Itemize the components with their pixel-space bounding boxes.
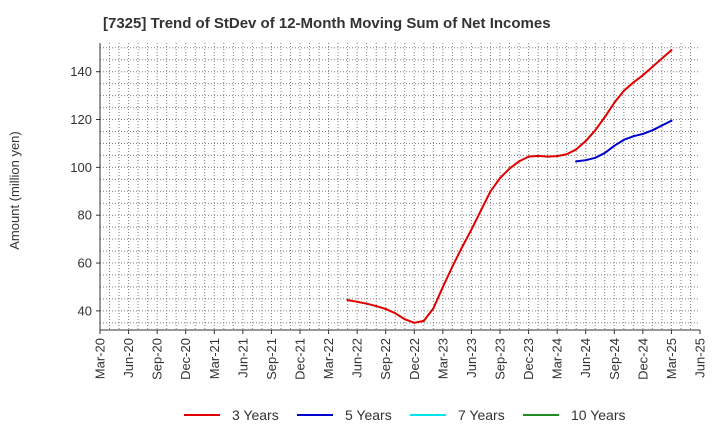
x-tick-label: Mar-20 xyxy=(93,338,108,379)
y-tick-label: 80 xyxy=(78,208,92,223)
x-tick-label: Jun-25 xyxy=(693,338,708,378)
data-point-5-years xyxy=(670,119,673,122)
data-point-5-years xyxy=(632,135,635,138)
data-point-3-years xyxy=(603,116,606,119)
data-point-5-years xyxy=(594,156,597,159)
data-point-3-years xyxy=(460,246,463,249)
data-point-3-years xyxy=(584,140,587,143)
x-tick-label: Jun-24 xyxy=(578,338,593,378)
axes: 40 60 80 100 120 140 Mar-20 Jun-20 Sep-20 Dec-20 M… xyxy=(70,43,708,380)
data-point-3-years xyxy=(594,129,597,132)
x-tick-label: Dec-24 xyxy=(635,338,650,380)
legend-label: 5 Years xyxy=(345,407,392,423)
data-point-5-years xyxy=(651,129,654,132)
data-point-5-years xyxy=(622,138,625,141)
x-tick-label: Sep-21 xyxy=(264,338,279,380)
x-tick-label: Sep-22 xyxy=(378,338,393,380)
legend-item-5-years: 5 Years xyxy=(297,405,392,425)
x-tick-label: Dec-21 xyxy=(293,338,308,380)
data-point-3-years xyxy=(441,285,444,288)
chart-title: [7325] Trend of StDev of 12-Month Moving… xyxy=(103,15,551,32)
data-point-3-years xyxy=(403,318,406,321)
x-tick-label: Mar-22 xyxy=(321,338,336,379)
data-point-3-years xyxy=(518,160,521,163)
data-point-3-years xyxy=(489,190,492,193)
data-point-3-years xyxy=(565,153,568,156)
data-point-5-years xyxy=(641,132,644,135)
data-point-3-years xyxy=(537,154,540,157)
legend-item-10-years: 10 Years xyxy=(523,405,626,425)
y-tick-label: 60 xyxy=(78,256,92,271)
x-tick-label: Jun-20 xyxy=(121,338,136,378)
legend-label: 10 Years xyxy=(571,407,626,423)
legend-label: 7 Years xyxy=(458,407,505,423)
x-tick-label: Mar-25 xyxy=(664,338,679,379)
x-tick-label: Jun-23 xyxy=(464,338,479,378)
legend-swatch-7-years xyxy=(410,414,446,416)
data-point-3-years xyxy=(660,57,663,60)
legend: 3 Years 5 Years 7 Years 10 Years xyxy=(0,405,720,425)
x-tick-label: Mar-23 xyxy=(435,338,450,379)
x-tick-label: Dec-20 xyxy=(178,338,193,380)
data-point-3-years xyxy=(670,49,673,52)
legend-swatch-5-years xyxy=(297,414,333,416)
x-tick-label: Jun-21 xyxy=(235,338,250,378)
data-point-3-years xyxy=(556,155,559,158)
legend-label: 3 Years xyxy=(232,407,279,423)
x-tick-label: Mar-21 xyxy=(207,338,222,379)
x-tick-label: Dec-22 xyxy=(407,338,422,380)
data-point-3-years xyxy=(394,312,397,315)
data-point-3-years xyxy=(527,155,530,158)
data-point-3-years xyxy=(508,167,511,170)
legend-item-7-years: 7 Years xyxy=(410,405,505,425)
x-tick-label: Sep-20 xyxy=(150,338,165,380)
data-point-3-years xyxy=(613,101,616,104)
data-point-3-years xyxy=(622,89,625,92)
data-point-3-years xyxy=(479,209,482,212)
plot-area xyxy=(100,43,700,330)
data-point-3-years xyxy=(470,228,473,231)
data-point-5-years xyxy=(660,124,663,127)
data-point-3-years xyxy=(575,148,578,151)
grid-lines xyxy=(100,43,700,330)
data-point-3-years xyxy=(365,302,368,305)
data-point-3-years xyxy=(346,299,349,302)
data-point-3-years xyxy=(451,265,454,268)
data-point-3-years xyxy=(356,300,359,303)
x-tick-label: Sep-23 xyxy=(493,338,508,380)
legend-swatch-10-years xyxy=(523,414,559,416)
x-tick-label: Mar-24 xyxy=(550,338,565,379)
x-tick-label: Dec-23 xyxy=(521,338,536,380)
x-tick-label: Sep-24 xyxy=(607,338,622,380)
x-tick-label: Jun-22 xyxy=(350,338,365,378)
data-point-3-years xyxy=(632,81,635,84)
y-tick-label: 120 xyxy=(70,112,92,127)
y-axis-label: Amount (million yen) xyxy=(7,131,22,250)
data-point-3-years xyxy=(384,307,387,310)
data-point-3-years xyxy=(499,177,501,180)
data-point-3-years xyxy=(422,319,425,322)
data-point-3-years xyxy=(375,305,378,308)
data-point-3-years xyxy=(432,307,435,310)
data-point-5-years xyxy=(575,160,578,163)
legend-swatch-3-years xyxy=(184,414,220,416)
data-point-3-years xyxy=(651,65,654,68)
data-point-3-years xyxy=(413,321,416,324)
y-tick-label: 100 xyxy=(70,160,92,175)
data-point-5-years xyxy=(603,152,606,155)
data-point-5-years xyxy=(613,144,616,147)
data-point-5-years xyxy=(584,159,587,162)
legend-item-3-years: 3 Years xyxy=(184,405,279,425)
series-lines xyxy=(346,49,673,324)
y-tick-label: 140 xyxy=(70,64,92,79)
data-point-3-years xyxy=(546,155,549,158)
data-point-3-years xyxy=(641,74,644,77)
y-tick-label: 40 xyxy=(78,303,92,318)
